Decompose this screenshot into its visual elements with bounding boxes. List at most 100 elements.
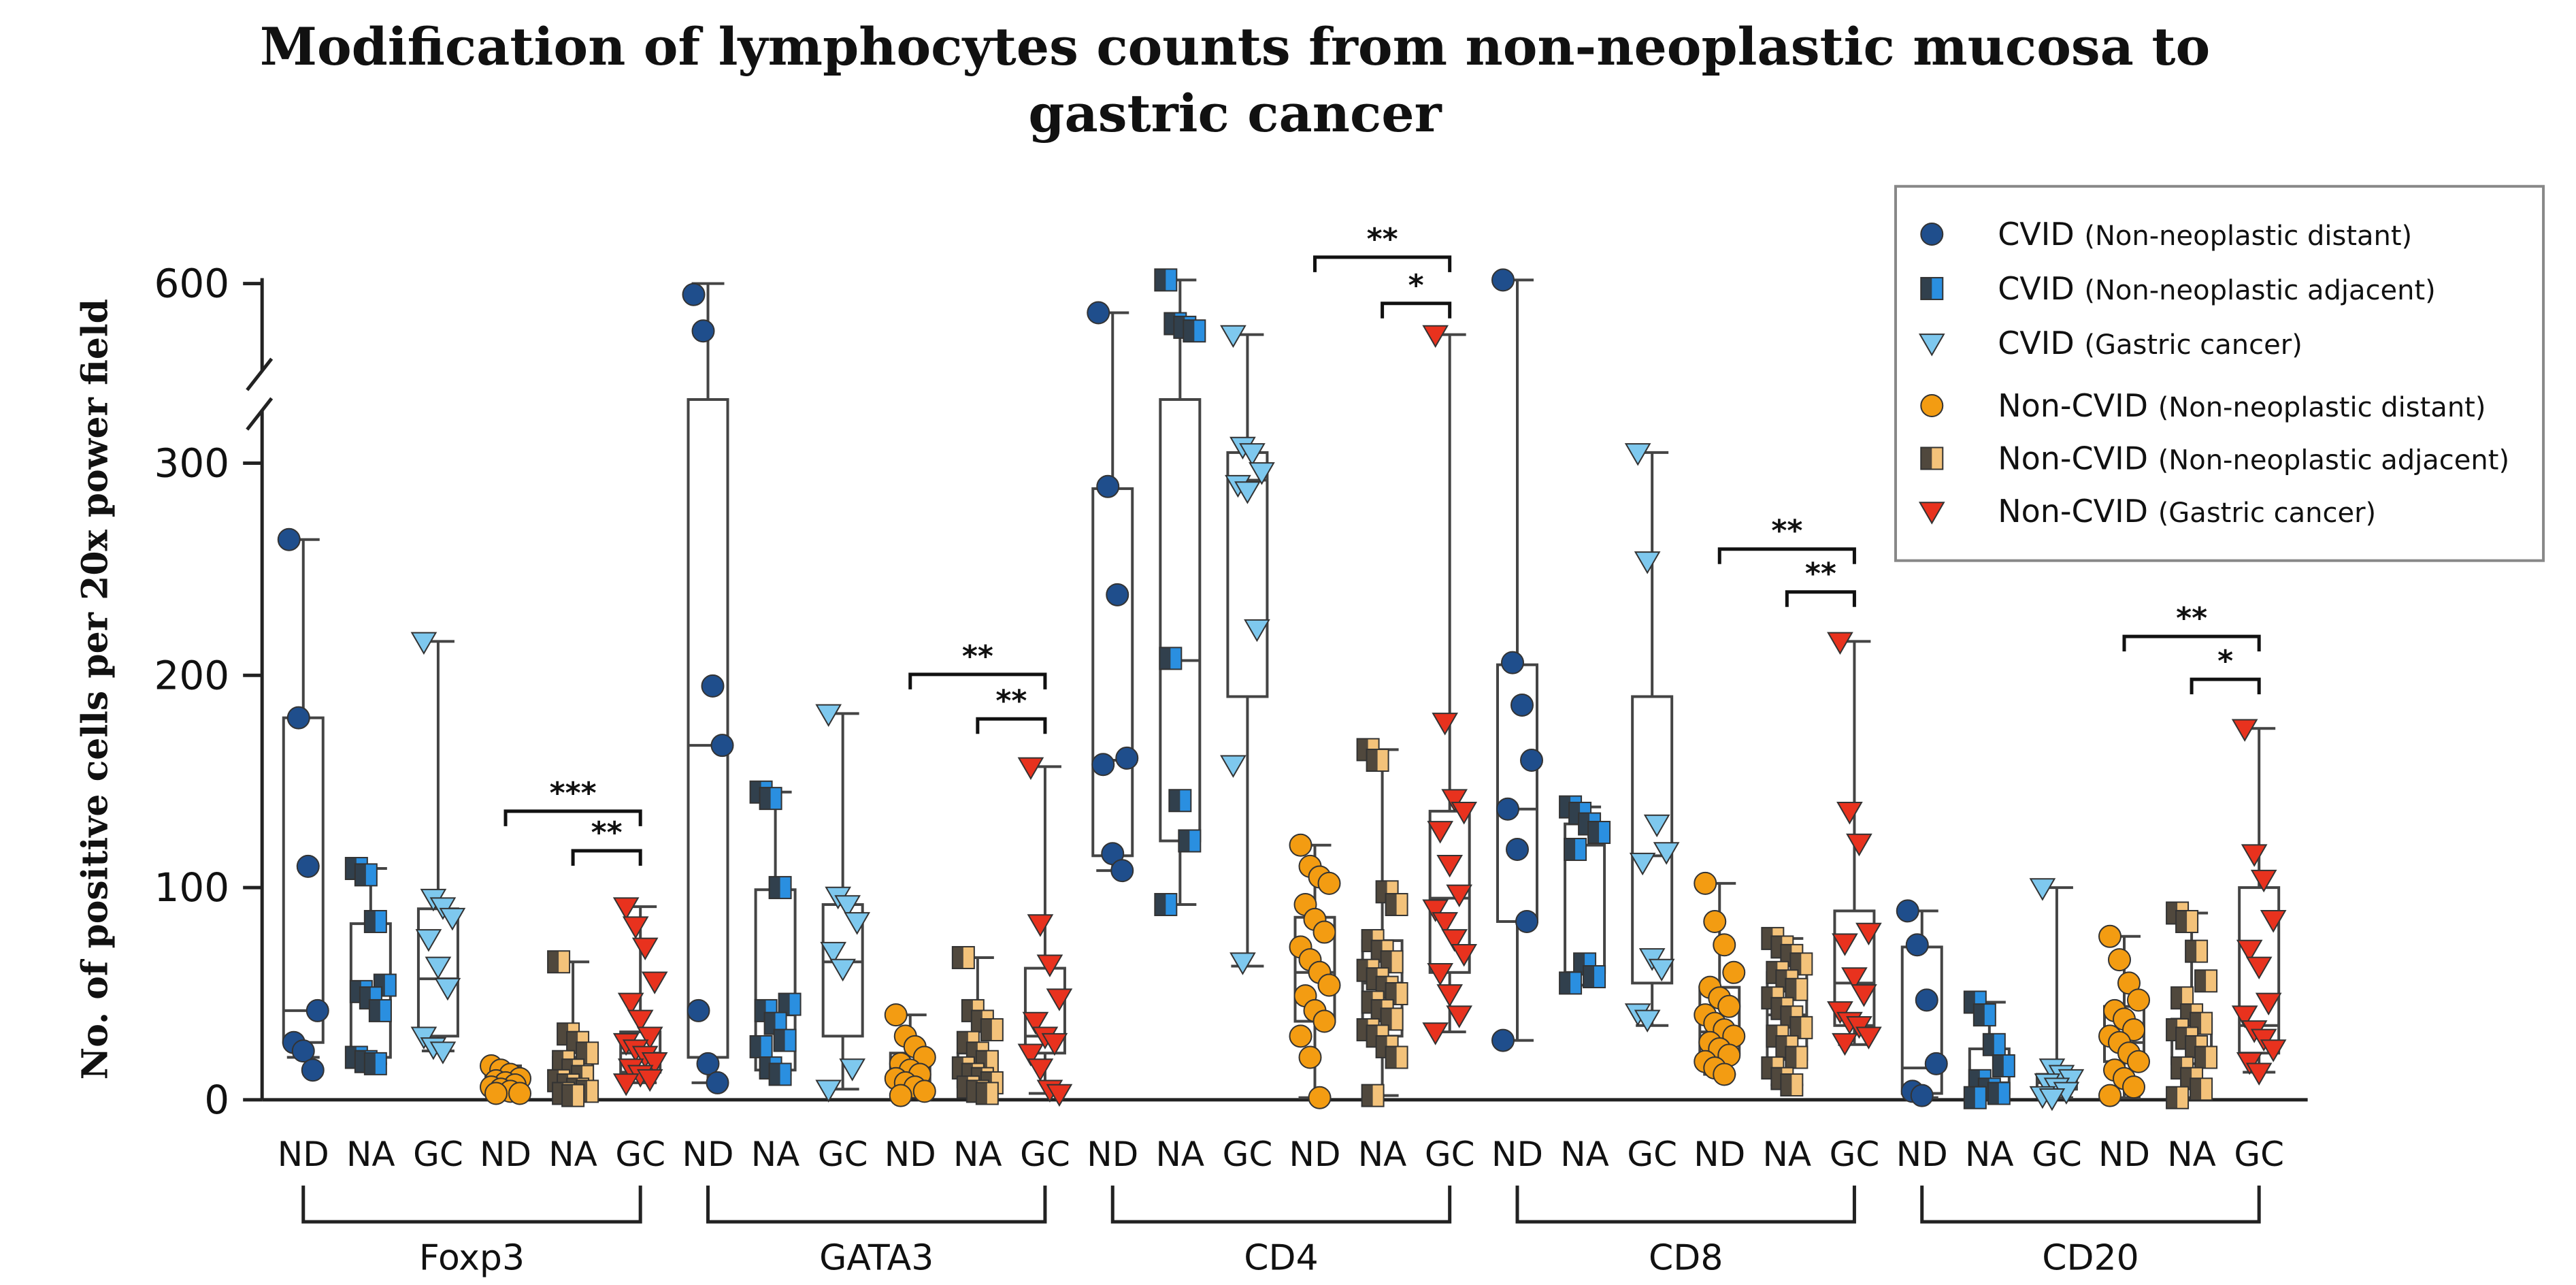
data-point: [1963, 1086, 1987, 1109]
x-tick-label: NA: [1156, 1135, 1205, 1174]
x-tick-label: ND: [1289, 1135, 1341, 1174]
data-point-shade: [345, 858, 357, 880]
data-point: [1436, 854, 1464, 878]
data-point: [2250, 869, 2277, 893]
legend-entry-detail: (Non-neoplastic adjacent): [2084, 275, 2435, 306]
data-point-shade: [1790, 1016, 1802, 1039]
data-point-shade: [2190, 1078, 2202, 1101]
data-point: [415, 929, 442, 952]
data-point: [1851, 984, 1877, 1007]
data-point: [1441, 789, 1468, 812]
data-point: [2185, 939, 2209, 963]
data-point-shade: [552, 1082, 564, 1105]
data-point-shade: [1366, 1025, 1378, 1047]
data-point-shade: [1771, 936, 1783, 958]
data-point: [1298, 1045, 1322, 1069]
legend-entry: CVID (Gastric cancer): [1998, 325, 2302, 361]
data-point: [1841, 967, 1868, 990]
axis-break-mark: [246, 397, 274, 431]
data-point: [291, 1039, 315, 1063]
data-point: [1496, 797, 1520, 821]
legend-entry-detail: (Gastric cancer): [2084, 329, 2302, 361]
marker-bracket: [1920, 1185, 2261, 1224]
data-point-shade: [1169, 790, 1180, 812]
data-point: [1629, 852, 1656, 876]
data-point: [1432, 713, 1459, 736]
data-point-shade: [755, 999, 766, 1022]
marker-bracket: [706, 1185, 1047, 1224]
data-point-shade: [557, 1023, 569, 1045]
data-point: [2260, 1039, 2287, 1062]
data-point: [1087, 301, 1110, 325]
data-point-shade: [1357, 738, 1368, 761]
data-point: [1501, 651, 1525, 674]
data-point: [1220, 755, 1246, 778]
x-tick-label: GC: [1627, 1135, 1677, 1174]
marker-label: Foxp3: [419, 1237, 525, 1278]
data-point: [1722, 960, 1746, 984]
data-point-shade: [1361, 930, 1373, 952]
data-point-shade: [369, 999, 380, 1022]
significance-bracket: [908, 672, 1047, 689]
data-point: [1446, 1005, 1473, 1028]
significance-label: **: [1771, 514, 1802, 549]
data-point: [368, 998, 392, 1022]
data-point-shade: [1973, 1004, 1985, 1026]
data-point-shade: [1559, 796, 1571, 818]
x-tick-label: NA: [1965, 1135, 2014, 1174]
data-point-shade: [2171, 1057, 2183, 1079]
data-point-shade: [1366, 968, 1378, 990]
data-point-shade: [1559, 972, 1571, 994]
significance-bracket: [2122, 634, 2261, 652]
data-point-shade: [2176, 910, 2187, 932]
data-point-shade: [354, 864, 366, 886]
data-point-shade: [2171, 987, 2183, 1009]
box-iqr: [1631, 695, 1674, 985]
data-point-shade: [1992, 1054, 2004, 1077]
data-point-shade: [769, 1063, 780, 1086]
data-point: [687, 998, 710, 1022]
x-tick-label: GC: [2234, 1135, 2284, 1174]
data-point-shade: [1164, 312, 1176, 335]
data-point-shade: [1371, 999, 1383, 1022]
x-tick-label: GC: [2032, 1135, 2082, 1174]
data-point: [1559, 971, 1583, 995]
data-point-shade: [1174, 316, 1185, 338]
data-point: [1366, 967, 1389, 991]
data-point: [363, 909, 387, 933]
legend-entry: Non-CVID (Non-neoplastic adjacent): [1998, 440, 2509, 476]
data-point: [296, 854, 320, 878]
legend-marker-shade: [1921, 277, 1932, 299]
data-point: [1183, 319, 1206, 343]
data-point: [980, 1018, 1004, 1041]
data-point: [1827, 632, 1853, 655]
data-point-shade: [1762, 927, 1773, 949]
data-point: [1036, 954, 1063, 977]
data-point-shade: [1385, 894, 1397, 916]
data-point: [820, 941, 847, 965]
data-point: [2127, 1050, 2151, 1073]
data-point-shade: [1785, 1046, 1797, 1069]
marker-bracket: [301, 1185, 642, 1224]
x-tick-label: NA: [1358, 1135, 1407, 1174]
data-point: [1239, 443, 1266, 466]
data-point: [622, 916, 649, 939]
box-Foxp3-CVID-NA: [349, 867, 392, 1065]
data-point: [1992, 1054, 2015, 1077]
data-point: [636, 1069, 663, 1092]
y-tick-label: 200: [154, 652, 229, 698]
data-point: [1317, 973, 1341, 997]
significance-label: **: [1367, 222, 1398, 257]
y-tick-label: 100: [154, 864, 229, 911]
legend-entry-main: CVID: [1998, 216, 2084, 253]
significance-bracket: [1313, 255, 1452, 272]
data-point-shade: [1385, 1046, 1397, 1069]
data-point: [1924, 1052, 1948, 1075]
marker-bracket: [1110, 1185, 1452, 1224]
data-point: [1027, 914, 1054, 937]
data-point-shade: [1574, 953, 1585, 975]
significance-label: **: [962, 639, 993, 674]
data-point: [1017, 1043, 1044, 1067]
data-point: [844, 912, 871, 935]
data-point: [1491, 1028, 1515, 1052]
